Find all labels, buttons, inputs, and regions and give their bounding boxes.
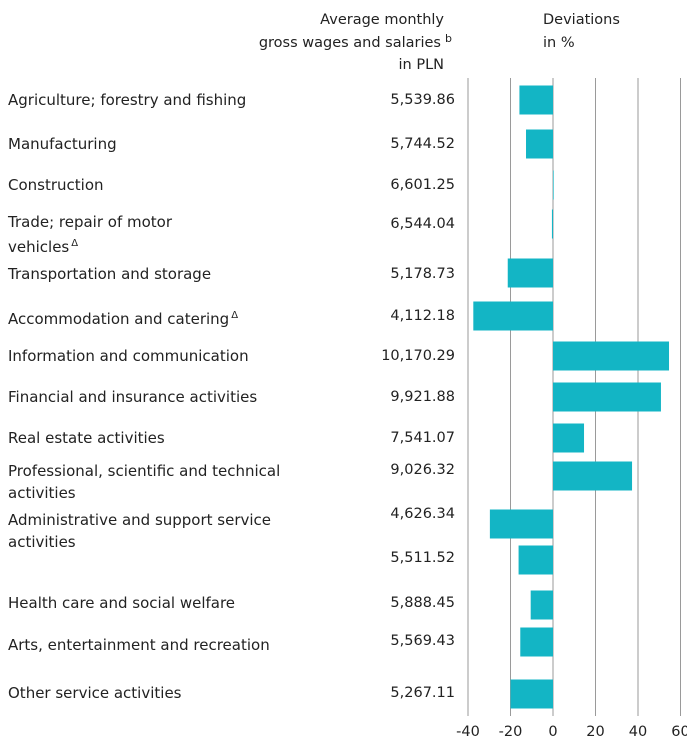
wage-value: 10,170.29 xyxy=(381,348,455,364)
footnote-mark: Δ xyxy=(71,238,79,249)
category-text: Agriculture; forestry and fishing xyxy=(8,91,247,109)
category-text: Trade; repair of motor vehicles xyxy=(8,213,173,256)
category-label: Agriculture; forestry and fishing xyxy=(8,89,338,111)
bar xyxy=(553,423,585,453)
category-text: Information and communication xyxy=(8,347,249,365)
category-label: Construction xyxy=(8,174,338,196)
category-label: Arts, entertainment and recreation xyxy=(8,634,338,656)
header: Deviations xyxy=(543,12,620,28)
bar xyxy=(507,258,553,288)
category-label: Professional, scientific and technical a… xyxy=(8,460,326,504)
bar xyxy=(518,545,553,575)
header-note: b xyxy=(445,32,452,45)
wage-value: 5,888.45 xyxy=(390,595,455,611)
bar xyxy=(553,170,554,200)
category-text: Administrative and support service activ… xyxy=(8,511,272,551)
bar xyxy=(553,341,670,371)
category-label: Accommodation and catering Δ xyxy=(8,305,338,330)
wage-value: 5,569.43 xyxy=(390,633,455,649)
x-tick-label: 20 xyxy=(586,724,604,740)
category-text: Health care and social welfare xyxy=(8,594,236,612)
category-text: Other service activities xyxy=(8,684,182,702)
header: Average monthly xyxy=(320,12,444,28)
wage-value: 5,511.52 xyxy=(390,550,455,566)
header: in PLN xyxy=(399,57,445,73)
bar xyxy=(510,679,553,709)
x-tick-label: 60 xyxy=(671,724,687,740)
x-tick-label: 40 xyxy=(629,724,647,740)
category-text: Accommodation and catering xyxy=(8,310,230,328)
category-label: Financial and insurance activities xyxy=(8,386,338,408)
x-tick-label: 0 xyxy=(548,724,557,740)
category-label: Transportation and storage xyxy=(8,263,338,285)
wage-value: 5,267.11 xyxy=(390,685,455,701)
category-text: Construction xyxy=(8,176,104,194)
category-label: Real estate activities xyxy=(8,427,338,449)
category-text: Arts, entertainment and recreation xyxy=(8,636,270,654)
category-label: Manufacturing xyxy=(8,133,338,155)
category-label: Trade; repair of motor vehicles Δ xyxy=(8,211,203,258)
category-label: Health care and social welfare xyxy=(8,592,338,614)
footnote-mark: Δ xyxy=(231,310,239,321)
wage-value: 9,921.88 xyxy=(390,389,455,405)
bar xyxy=(519,85,553,115)
category-label: Other service activities xyxy=(8,682,338,704)
category-text: Professional, scientific and technical a… xyxy=(8,462,281,502)
bar xyxy=(526,129,553,159)
wage-value: 6,544.04 xyxy=(390,216,455,232)
category-label: Administrative and support service activ… xyxy=(8,509,326,553)
wage-value: 5,539.86 xyxy=(390,92,455,108)
wage-value: 5,744.52 xyxy=(390,136,455,152)
bar xyxy=(551,209,553,239)
header: in % xyxy=(543,35,575,51)
bar xyxy=(530,590,553,620)
bar xyxy=(553,382,661,412)
category-text: Manufacturing xyxy=(8,135,117,153)
category-text: Transportation and storage xyxy=(8,265,212,283)
category-label: Information and communication xyxy=(8,345,338,367)
bar xyxy=(553,461,633,491)
bar xyxy=(520,627,553,657)
wage-value: 5,178.73 xyxy=(390,266,455,282)
wage-value: 6,601.25 xyxy=(390,177,455,193)
category-text: Real estate activities xyxy=(8,429,165,447)
x-tick-label: -40 xyxy=(456,724,480,740)
wage-value: 4,112.18 xyxy=(390,308,455,324)
bar xyxy=(489,509,553,539)
wage-value: 9,026.32 xyxy=(390,462,455,478)
wage-value: 7,541.07 xyxy=(390,430,455,446)
wage-value: 4,626.34 xyxy=(390,506,455,522)
header: gross wages and salaries xyxy=(259,35,441,51)
category-text: Financial and insurance activities xyxy=(8,388,258,406)
x-tick-label: -20 xyxy=(499,724,523,740)
bar xyxy=(473,301,553,331)
